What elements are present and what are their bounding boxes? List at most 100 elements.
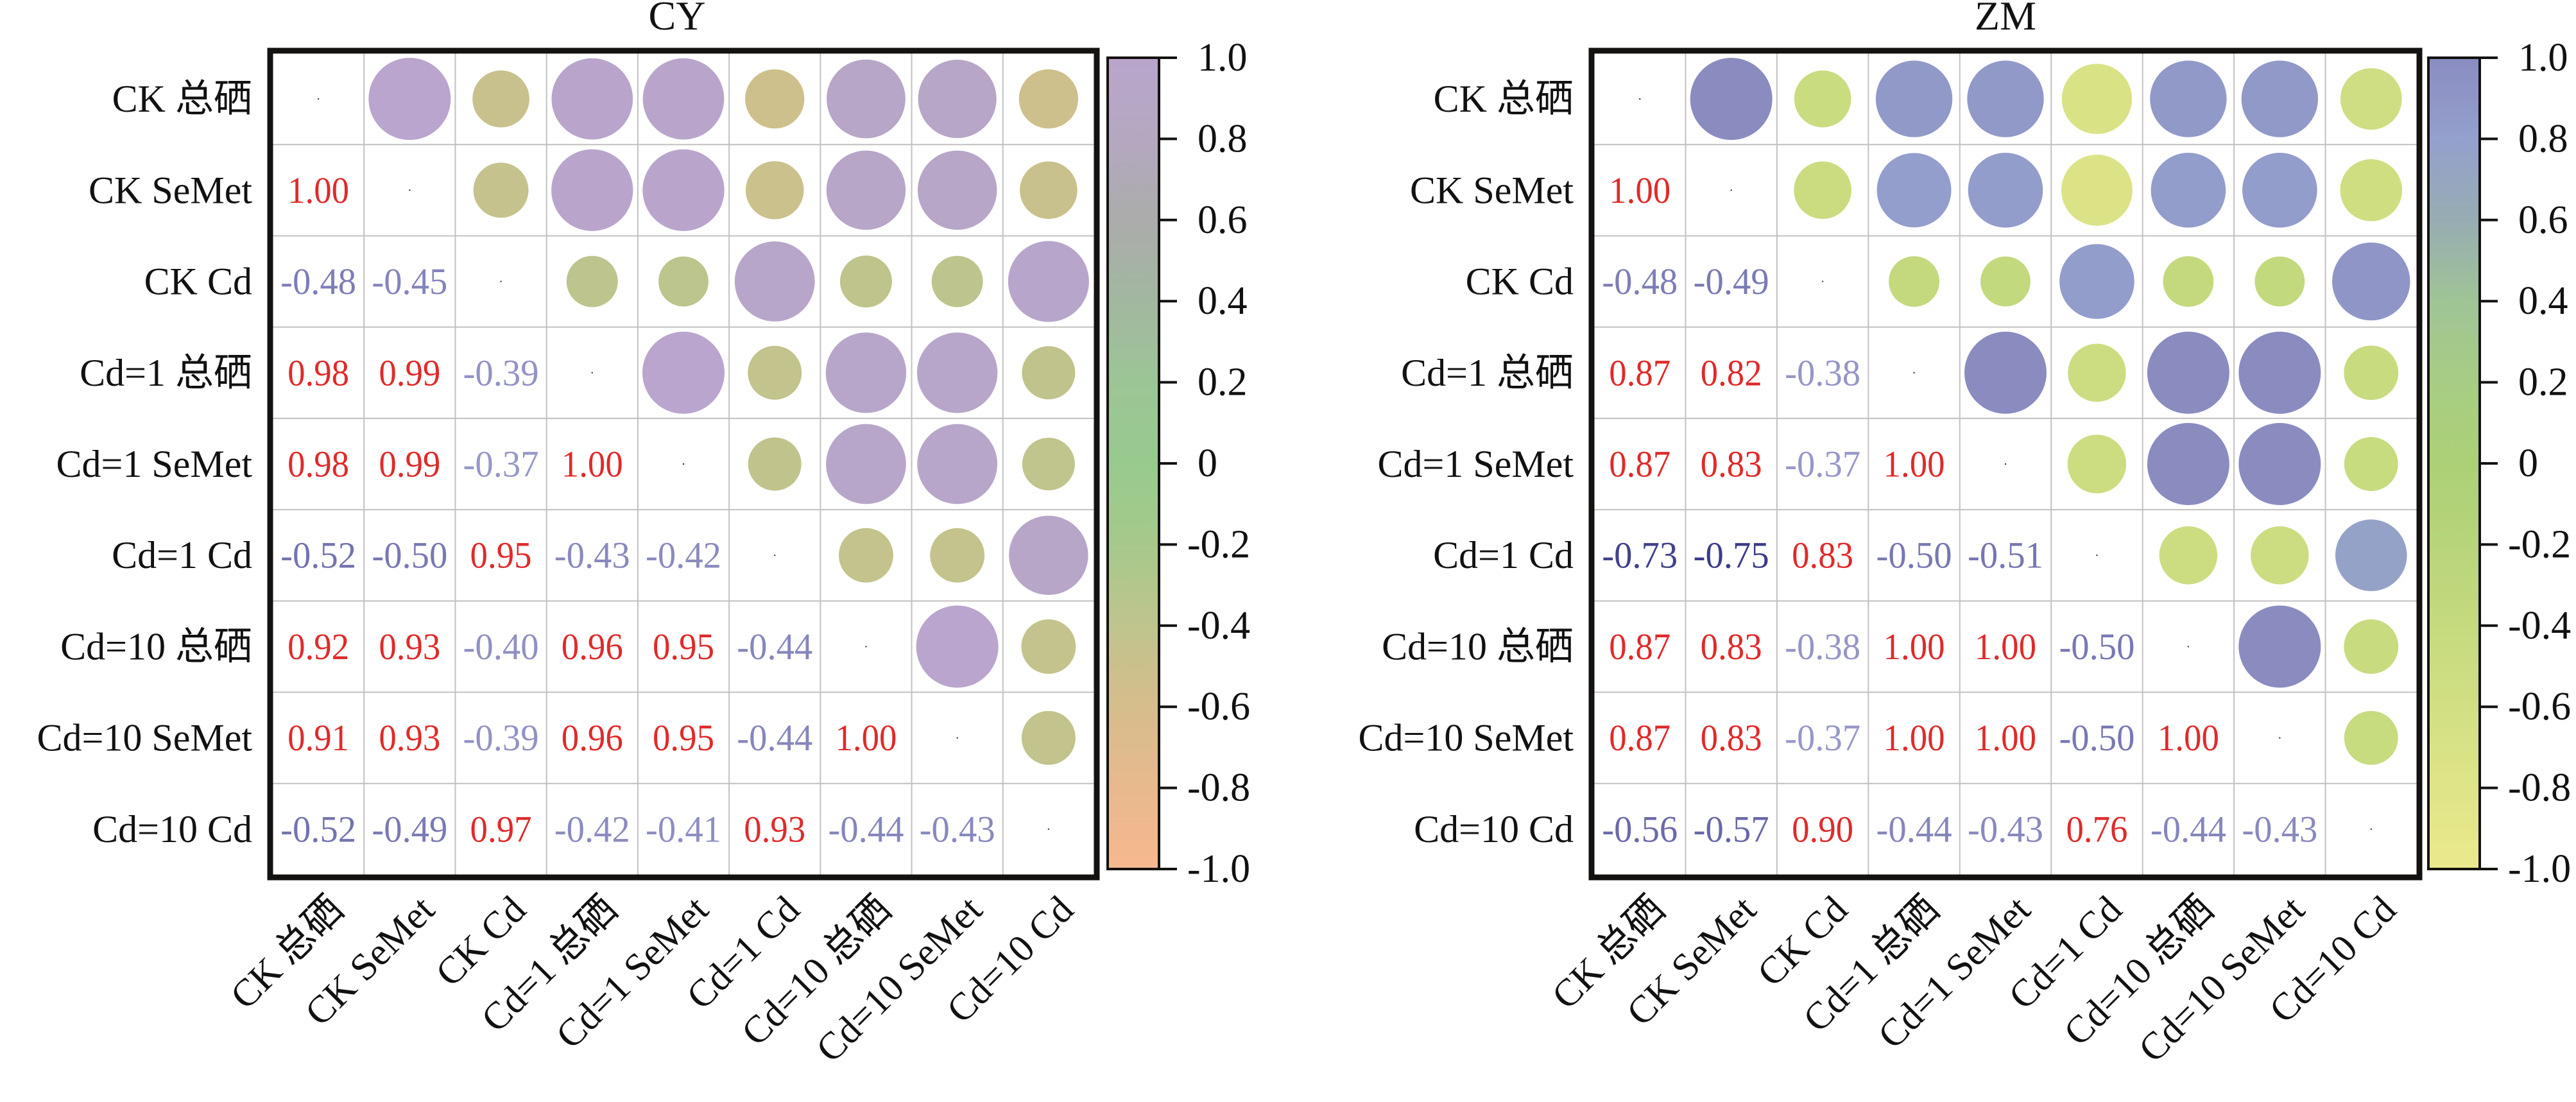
correlation-value: -0.44 — [828, 808, 904, 850]
colorbar-gradient — [2427, 56, 2481, 870]
correlation-value: 0.99 — [379, 443, 440, 485]
correlation-value: 0.95 — [653, 717, 714, 759]
row-label: CK Cd — [1466, 261, 1574, 303]
correlation-circle — [839, 255, 892, 308]
correlation-value: 0.96 — [562, 717, 623, 759]
correlation-circle — [917, 424, 998, 504]
correlation-value: 0.83 — [1792, 535, 1853, 576]
correlation-circle — [825, 332, 907, 413]
correlation-circle — [2332, 242, 2410, 321]
correlation-value: 0.87 — [1609, 352, 1670, 393]
correlation-circle — [1968, 153, 2043, 228]
correlation-value: -0.73 — [1602, 535, 1678, 576]
correlation-circle — [1021, 710, 1076, 765]
correlation-value: 0.96 — [562, 626, 623, 667]
correlation-value: -0.44 — [737, 717, 812, 759]
correlation-value: 0.87 — [1609, 626, 1670, 667]
colorbar-tick-label: 0.4 — [2518, 279, 2568, 323]
correlation-value: -0.39 — [463, 352, 539, 393]
correlation-circle — [1690, 58, 1773, 141]
matrix-grid — [273, 53, 1094, 875]
correlation-circle — [931, 255, 983, 307]
correlation-value: -0.51 — [1968, 535, 2043, 576]
correlation-value: -0.50 — [2059, 717, 2134, 759]
colorbar-tick-label: 0.6 — [2518, 198, 2568, 242]
correlation-value: -0.41 — [646, 808, 721, 850]
correlation-circle — [1876, 153, 1952, 228]
correlation-value: -0.44 — [1876, 808, 1952, 850]
diagonal-marker — [500, 280, 502, 282]
correlation-value: -0.43 — [1968, 808, 2043, 850]
diagonal-marker — [1730, 189, 1732, 191]
correlation-value: -0.43 — [2242, 808, 2317, 850]
colorbar-tick-label: 0.8 — [2518, 117, 2568, 160]
correlation-circle — [658, 256, 708, 307]
row-label: Cd=1 Cd — [112, 534, 252, 576]
correlation-circle — [748, 437, 802, 491]
row-label: CK 总硒 — [112, 78, 252, 120]
colorbar-tick-label: 0 — [1198, 442, 1217, 485]
correlation-circle — [1964, 331, 2047, 414]
row-labels: CK 总硒 CK SeMet CK Cd Cd=1 总硒 Cd=1 SeMet Cd=1 … — [37, 78, 252, 850]
correlation-value: 1.00 — [1975, 717, 2036, 759]
correlation-circle — [2344, 437, 2398, 491]
correlation-circle — [1794, 70, 1851, 128]
correlation-value: -0.52 — [280, 808, 356, 850]
correlation-value: -0.49 — [1694, 261, 1769, 302]
row-label: Cd=10 总硒 — [1382, 625, 1574, 667]
correlation-value: -0.43 — [554, 535, 630, 576]
diagonal-marker — [1639, 98, 1641, 100]
correlation-circle — [748, 345, 802, 400]
correlation-value: 0.97 — [470, 808, 532, 850]
row-label: CK SeMet — [89, 169, 252, 211]
correlation-circle — [826, 424, 906, 504]
diagonal-marker — [865, 646, 867, 648]
matrix-cells: 1.00 -0.48 -0.45 0.98 0.99 -0.39 0.98 0.99 -0.37… — [280, 58, 1089, 850]
diagonal-marker — [317, 98, 320, 100]
correlation-circle — [2254, 256, 2305, 307]
correlation-circle — [642, 149, 725, 232]
correlation-circle — [2251, 526, 2309, 585]
correlation-circle — [930, 528, 985, 583]
correlation-value: 0.87 — [1609, 443, 1670, 485]
correlation-value: 1.00 — [1884, 717, 1945, 759]
correlation-value: -0.57 — [1694, 808, 1769, 850]
correlation-value: 0.92 — [288, 626, 349, 667]
correlation-value: 0.83 — [1701, 626, 1762, 667]
colorbar-tick-label: -0.8 — [2508, 766, 2571, 810]
correlation-value: -0.56 — [1602, 808, 1678, 850]
correlation-value: -0.48 — [280, 261, 356, 302]
correlation-value: -0.44 — [2151, 808, 2226, 850]
correlation-value: 1.00 — [288, 169, 349, 211]
colorbar: 1.0 0.8 0.6 0.4 0.2 0 -0.2 -0.4 -0.6 -0.8 -1.0 — [2427, 36, 2571, 891]
correlation-circle — [2344, 345, 2399, 400]
colorbar-gradient — [1106, 56, 1160, 870]
row-label: Cd=1 Cd — [1433, 534, 1574, 576]
correlation-circle — [2151, 153, 2226, 228]
correlation-circle — [2340, 159, 2403, 221]
correlation-value: -0.42 — [554, 808, 630, 850]
correlation-circle — [2068, 343, 2126, 402]
correlation-value: 1.00 — [1975, 626, 2036, 667]
correlation-value: 0.87 — [1609, 717, 1670, 759]
correlation-circle — [642, 331, 725, 414]
correlation-circle — [734, 241, 815, 322]
correlation-value: -0.45 — [372, 261, 447, 302]
diagonal-marker — [956, 737, 958, 739]
correlation-circle — [1018, 69, 1079, 129]
diagonal-marker — [2187, 646, 2190, 648]
correlation-circle — [472, 70, 529, 128]
correlation-circle — [1022, 438, 1075, 490]
colorbar-tick-label: -0.2 — [1187, 522, 1250, 566]
correlation-value: 0.95 — [653, 626, 714, 667]
matrix-grid — [1594, 53, 2417, 875]
correlation-circle — [826, 150, 906, 230]
row-label: CK Cd — [144, 261, 252, 303]
correlation-value: 1.00 — [2158, 717, 2219, 759]
correlation-value: 0.93 — [744, 808, 805, 850]
colorbar-tick-label: 1.0 — [2518, 36, 2568, 80]
correlation-circle — [916, 332, 998, 413]
diagonal-marker — [1913, 372, 1915, 374]
correlation-circle — [2061, 154, 2133, 226]
